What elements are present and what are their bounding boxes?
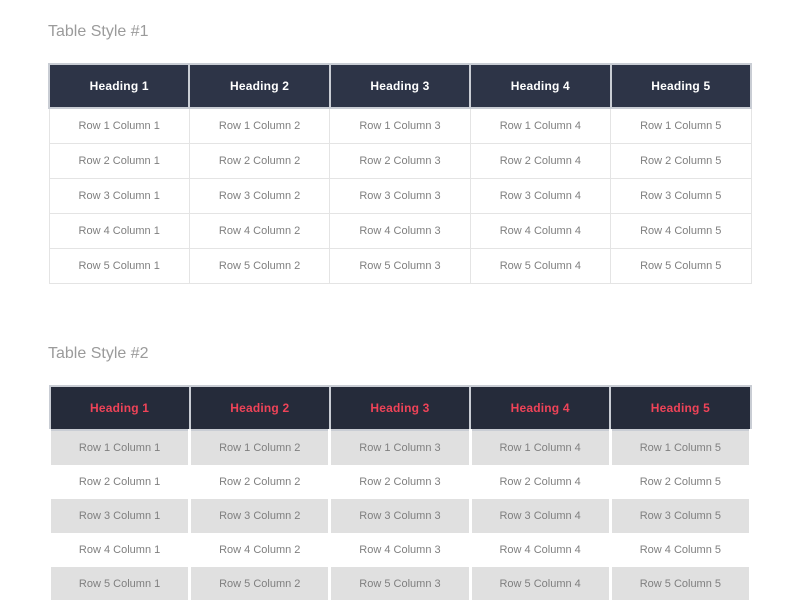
table-row: Row 1 Column 1 Row 1 Column 2 Row 1 Column… (47, 430, 753, 465)
column-header: Heading 1 (48, 385, 191, 431)
column-header: Heading 4 (469, 385, 612, 431)
column-header: Heading 4 (469, 63, 612, 109)
table-cell: Row 3 Column 2 (188, 178, 331, 214)
table-row: Row 5 Column 1 Row 5 Column 2 Row 5 Column… (48, 248, 752, 284)
table-cell: Row 5 Column 5 (608, 567, 753, 600)
table-cell: Row 1 Column 1 (48, 107, 190, 144)
table-row: Row 2 Column 1 Row 2 Column 2 Row 2 Column… (48, 143, 752, 179)
table-cell: Row 2 Column 4 (468, 465, 612, 499)
table-row: Row 4 Column 1 Row 4 Column 2 Row 4 Column… (48, 213, 752, 249)
table-cell: Row 5 Column 3 (328, 567, 472, 600)
table-cell: Row 2 Column 2 (188, 143, 331, 179)
table-cell: Row 3 Column 3 (328, 499, 472, 533)
table-cell: Row 4 Column 3 (328, 533, 472, 567)
table-cell: Row 1 Column 5 (608, 430, 753, 465)
table-row: Row 3 Column 1 Row 3 Column 2 Row 3 Column… (47, 499, 753, 533)
table-cell: Row 5 Column 1 (47, 567, 192, 600)
table-cell: Row 1 Column 1 (47, 430, 192, 465)
column-header: Heading 5 (609, 385, 752, 431)
table-style-1-header: Heading 1 Heading 2 Heading 3 Heading 4 Head… (47, 63, 753, 109)
table-cell: Row 4 Column 4 (469, 213, 612, 249)
table-cell: Row 5 Column 4 (469, 248, 612, 284)
column-header: Heading 1 (47, 63, 191, 109)
header-row: Heading 1 Heading 2 Heading 3 Heading 4 Head… (47, 63, 753, 109)
table-cell: Row 2 Column 1 (48, 143, 190, 179)
table-row: Row 1 Column 1 Row 1 Column 2 Row 1 Column… (48, 107, 752, 144)
table-cell: Row 3 Column 1 (47, 499, 192, 533)
table-cell: Row 4 Column 1 (48, 213, 190, 249)
table-cell: Row 2 Column 2 (188, 465, 332, 499)
table-row: Row 2 Column 1 Row 2 Column 2 Row 2 Column… (47, 465, 753, 499)
section-title-table-style-1: Table Style #1 (48, 23, 149, 40)
table-cell: Row 5 Column 2 (188, 248, 331, 284)
table-style-2-section: Table Style #2 Heading 1 Heading 2 Heading… (47, 345, 753, 600)
table-style-1-body: Row 1 Column 1 Row 1 Column 2 Row 1 Column… (48, 107, 752, 284)
table-cell: Row 3 Column 5 (610, 178, 752, 214)
column-header: Heading 2 (188, 385, 331, 431)
column-header: Heading 5 (609, 63, 753, 109)
column-header: Heading 3 (328, 385, 472, 431)
table-style-1: Heading 1 Heading 2 Heading 3 Heading 4 Head… (47, 63, 753, 284)
header-row: Heading 1 Heading 2 Heading 3 Heading 4 Head… (48, 385, 752, 431)
table-cell: Row 2 Column 3 (329, 143, 471, 179)
column-header: Heading 3 (328, 63, 472, 109)
table-style-2-header: Heading 1 Heading 2 Heading 3 Heading 4 Head… (48, 385, 752, 431)
table-style-1-section: Table Style #1 Heading 1 Heading 2 Heading… (47, 0, 753, 284)
table-cell: Row 1 Column 4 (468, 430, 612, 465)
table-cell: Row 4 Column 5 (610, 213, 752, 249)
table-cell: Row 4 Column 2 (188, 533, 332, 567)
table-cell: Row 1 Column 4 (469, 107, 612, 144)
table-cell: Row 5 Column 2 (188, 567, 332, 600)
table-cell: Row 2 Column 5 (610, 143, 752, 179)
table-cell: Row 3 Column 5 (608, 499, 753, 533)
table-cell: Row 5 Column 4 (468, 567, 612, 600)
table-style-2: Heading 1 Heading 2 Heading 3 Heading 4 Head… (47, 385, 753, 600)
section-title-table-style-2: Table Style #2 (48, 345, 149, 362)
table-cell: Row 1 Column 3 (328, 430, 472, 465)
table-cell: Row 4 Column 3 (329, 213, 471, 249)
table-cell: Row 2 Column 4 (469, 143, 612, 179)
column-header: Heading 2 (188, 63, 331, 109)
table-cell: Row 5 Column 1 (48, 248, 190, 284)
table-cell: Row 3 Column 4 (469, 178, 612, 214)
table-row: Row 3 Column 1 Row 3 Column 2 Row 3 Column… (48, 178, 752, 214)
table-cell: Row 5 Column 3 (329, 248, 471, 284)
table-cell: Row 2 Column 5 (608, 465, 753, 499)
table-cell: Row 3 Column 1 (48, 178, 190, 214)
table-cell: Row 2 Column 3 (328, 465, 472, 499)
table-cell: Row 1 Column 2 (188, 430, 332, 465)
table-row: Row 4 Column 1 Row 4 Column 2 Row 4 Column… (47, 533, 753, 567)
table-cell: Row 4 Column 4 (468, 533, 612, 567)
table-cell: Row 4 Column 1 (47, 533, 192, 567)
table-cell: Row 5 Column 5 (610, 248, 752, 284)
table-cell: Row 1 Column 2 (188, 107, 331, 144)
table-cell: Row 3 Column 3 (329, 178, 471, 214)
table-cell: Row 4 Column 5 (608, 533, 753, 567)
table-cell: Row 2 Column 1 (47, 465, 192, 499)
table-cell: Row 3 Column 2 (188, 499, 332, 533)
table-cell: Row 3 Column 4 (468, 499, 612, 533)
table-cell: Row 1 Column 3 (329, 107, 471, 144)
table-row: Row 5 Column 1 Row 5 Column 2 Row 5 Column… (47, 567, 753, 600)
table-cell: Row 1 Column 5 (610, 107, 752, 144)
table-cell: Row 4 Column 2 (188, 213, 331, 249)
table-style-2-body: Row 1 Column 1 Row 1 Column 2 Row 1 Column… (47, 430, 753, 600)
